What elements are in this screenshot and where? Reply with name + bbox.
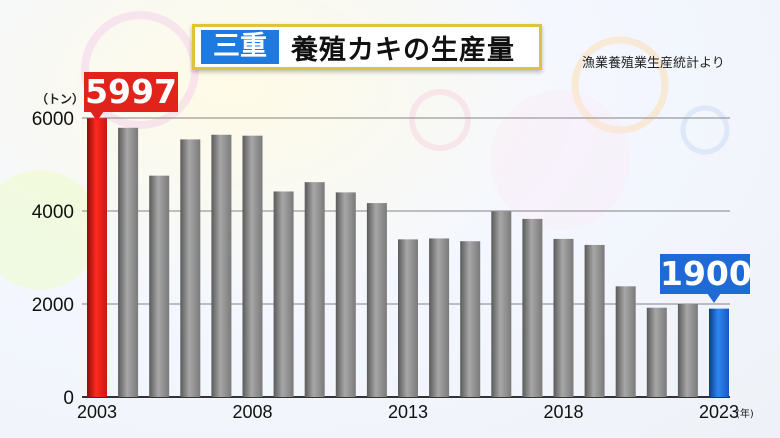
bar-2009 (273, 191, 294, 397)
bar-2016 (491, 211, 512, 397)
y-tick-label: 4000 (32, 202, 74, 223)
x-tick-label: 2003 (77, 402, 117, 422)
source-note: 漁業養殖業生産統計より (582, 56, 725, 71)
x-tick-label: 2008 (232, 402, 272, 422)
bar-2006 (180, 139, 201, 397)
bar-2014 (429, 238, 450, 397)
x-axis-unit: (年) (736, 409, 754, 420)
callout-first-value: 5997 (84, 72, 178, 121)
y-tick-label: 6000 (32, 109, 74, 130)
bar-2017 (522, 218, 543, 397)
title-box: 三重 養殖カキの生産量 (192, 24, 542, 70)
chart-title: 養殖カキの生産量 (291, 34, 515, 66)
y-tick-label: 2000 (32, 295, 74, 316)
x-tick-label: 2023 (699, 402, 739, 422)
y-axis-unit: （トン） (36, 92, 85, 106)
bar-2015 (460, 241, 481, 397)
bar-2023 (709, 308, 729, 397)
bar-2022 (677, 304, 698, 397)
bar-2012 (366, 203, 387, 397)
bar-2011 (335, 192, 356, 397)
bar-2020 (615, 286, 636, 397)
bar-2010 (304, 182, 325, 397)
bar-2003 (87, 118, 107, 398)
bar-2008 (242, 135, 263, 398)
bar-2019 (584, 244, 605, 397)
y-tick-label: 0 (63, 388, 74, 409)
bar-2021 (646, 307, 667, 397)
bar-2007 (211, 134, 232, 398)
bar-2004 (118, 127, 139, 397)
title-prefecture-tag: 三重 (201, 30, 279, 64)
bar-2005 (149, 175, 170, 397)
x-tick-label: 2018 (543, 402, 583, 422)
x-tick-label: 2013 (388, 402, 428, 422)
callout-last-value: 1900 (660, 254, 752, 303)
bar-2013 (398, 239, 418, 397)
bar-2018 (553, 238, 574, 397)
